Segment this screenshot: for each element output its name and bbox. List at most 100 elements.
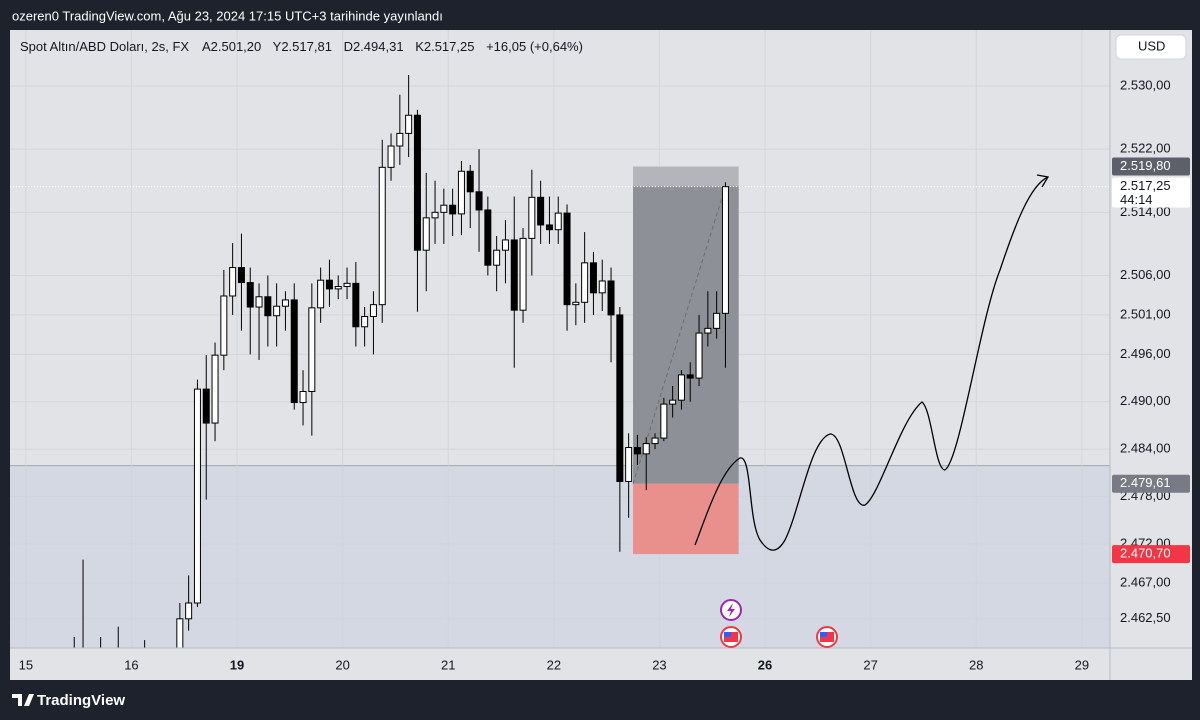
- candle-body: [229, 267, 237, 297]
- candle-body: [493, 249, 501, 266]
- candle-body: [405, 114, 413, 134]
- candle-body: [449, 204, 457, 215]
- symbol: Spot Altın/ABD Doları, 2s, FX: [20, 39, 189, 54]
- candle-body: [264, 296, 272, 317]
- flag-canton: [724, 632, 731, 637]
- x-tick-label: 21: [441, 657, 455, 672]
- candle-body: [193, 388, 201, 604]
- candle-body: [466, 170, 474, 193]
- logo-mark: [12, 694, 34, 706]
- candle-body: [686, 374, 694, 379]
- zone: [10, 465, 1110, 648]
- price-label-box: [1112, 157, 1190, 176]
- candle-body: [281, 299, 289, 307]
- footer-logo: TradingView: [12, 692, 125, 709]
- x-tick-label: 19: [230, 657, 244, 672]
- x-tick-label: 28: [969, 657, 983, 672]
- candle-body: [361, 316, 369, 328]
- x-tick-label: 20: [335, 657, 349, 672]
- candle-body: [237, 267, 245, 284]
- candle-body: [317, 279, 325, 309]
- x-tick-label: 15: [19, 657, 33, 672]
- candle-body: [299, 390, 307, 404]
- y-tick-label: 2.496,00: [1120, 346, 1171, 361]
- candle-body: [457, 170, 465, 215]
- candle-body: [352, 282, 360, 328]
- x-tick-label: 16: [124, 657, 138, 672]
- candle-body: [572, 301, 580, 306]
- y-tick-label: 2.467,00: [1120, 575, 1171, 590]
- currency: USD: [1138, 38, 1165, 53]
- currency-button[interactable]: [1115, 34, 1187, 60]
- y-tick-label: 2.484,00: [1120, 441, 1171, 456]
- x-tick-label: 22: [547, 657, 561, 672]
- candle-body: [633, 447, 641, 455]
- y-tick-label: 2.522,00: [1120, 141, 1171, 156]
- price-label-box: [1112, 177, 1190, 208]
- candle-body: [484, 209, 492, 266]
- candle-body: [510, 239, 518, 311]
- legend-value: +16,05 (+0,64%): [486, 39, 583, 54]
- legend: Spot Altın/ABD Doları, 2s, FX A2.501,20 …: [20, 39, 583, 54]
- candle-body: [545, 224, 553, 231]
- legend-value: Y2.517,81: [273, 39, 332, 54]
- y-tick-label: 2.530,00: [1120, 77, 1171, 92]
- candle-body: [669, 399, 677, 405]
- candle-body: [211, 354, 219, 424]
- x-tick-label: 23: [652, 657, 666, 672]
- candle-body: [581, 262, 589, 303]
- candle-body: [616, 314, 624, 482]
- event-icons: [720, 599, 838, 648]
- candle-body: [475, 191, 483, 211]
- stop-zone: [633, 483, 739, 555]
- price-label: 2.517,25: [1120, 178, 1171, 193]
- price-label: 2.470,70: [1120, 546, 1171, 561]
- y-tick-label: 2.490,00: [1120, 393, 1171, 408]
- candle-body: [607, 280, 615, 316]
- progress-line: [632, 186, 726, 484]
- candle-body: [528, 196, 536, 239]
- flag-canton: [820, 632, 827, 637]
- countdown: 44:14: [1120, 192, 1153, 207]
- candle-body: [440, 204, 448, 213]
- y-tick-label: 2.501,00: [1120, 306, 1171, 321]
- header-text: ozeren0 TradingView.com, Ağu 23, 2024 17…: [12, 8, 443, 23]
- legend-value: K2.517,25: [415, 39, 474, 54]
- lightning: [727, 603, 735, 617]
- candle-body: [202, 388, 210, 424]
- price-label: 2.479,61: [1120, 475, 1171, 490]
- candle-body: [501, 239, 509, 251]
- candle-body: [563, 212, 571, 306]
- candle-body: [554, 212, 562, 231]
- candle-body: [378, 166, 386, 306]
- candle-body: [387, 145, 395, 168]
- candle-body: [589, 262, 597, 294]
- price-label-box: [1112, 545, 1190, 564]
- hand-drawn-projection: [694, 176, 1049, 551]
- axes: 2.462,502.467,002.472,002.478,002.484,00…: [19, 77, 1190, 672]
- plot: [10, 30, 1110, 648]
- candle-body: [369, 304, 377, 318]
- candle-body: [519, 237, 527, 311]
- brand: TradingView: [37, 692, 125, 709]
- candle-body: [308, 307, 316, 392]
- legend-value: D2.494,31: [344, 39, 404, 54]
- candle-body: [431, 211, 439, 219]
- price-label: 2.519,80: [1120, 158, 1171, 173]
- x-tick-label: 26: [758, 657, 772, 672]
- candle-body: [598, 280, 606, 294]
- candle-body: [273, 305, 281, 317]
- candle-body: [220, 295, 228, 356]
- candle-body: [325, 279, 333, 290]
- x-tick-label: 29: [1075, 657, 1089, 672]
- candle-body: [677, 374, 685, 401]
- arrow-head: [1036, 174, 1050, 188]
- candle-body: [396, 132, 404, 147]
- candle-body: [713, 312, 721, 329]
- candle-body: [695, 332, 703, 379]
- candle-body: [185, 602, 193, 620]
- candle-body: [413, 114, 421, 251]
- y-tick-label: 2.462,50: [1120, 610, 1171, 625]
- price-label-box: [1112, 474, 1190, 493]
